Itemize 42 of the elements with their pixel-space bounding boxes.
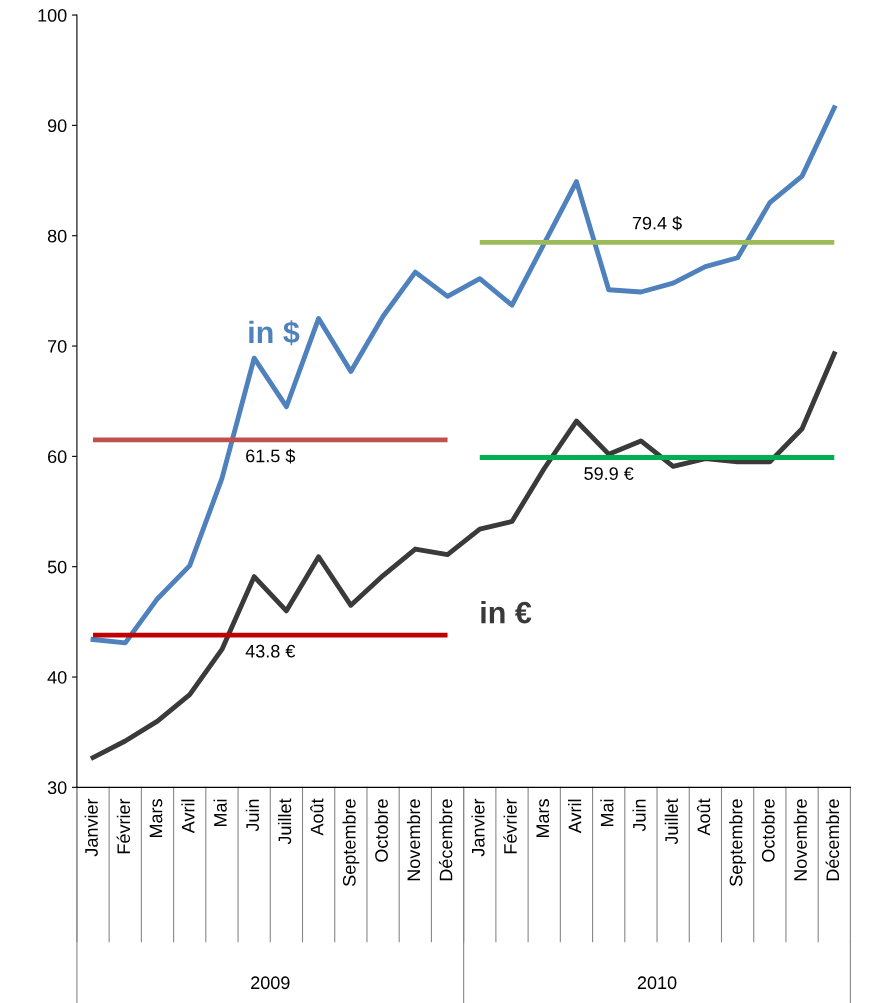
x-tick-label: Février	[116, 798, 131, 854]
x-tick-label: Novembre	[793, 799, 807, 881]
x-tick-label: Mai	[213, 799, 227, 827]
x-tick-label: Avril	[181, 799, 195, 834]
x-tick-label: Juillet	[277, 798, 292, 845]
x-tick-label: Février	[503, 798, 517, 854]
text: 2010	[637, 976, 677, 990]
line-series	[90, 105, 837, 646]
series-label: 59.9 €	[584, 467, 634, 480]
line-series	[90, 351, 837, 760]
y-tick-label: 50	[47, 560, 67, 574]
x-tick-label: Juin	[245, 799, 260, 832]
x-tick-label: Janvier	[84, 798, 98, 857]
y-tick-label: 40	[47, 670, 67, 684]
x-tick-label: Septembre	[729, 799, 747, 886]
x-tick-label: Septembre	[342, 799, 360, 886]
x-tick-label: Avril	[568, 799, 582, 834]
series-label: in $	[249, 320, 300, 346]
series-label: in €	[481, 601, 532, 624]
x-tick-label: Octobre	[761, 799, 775, 862]
x-tick-label: Décembre	[825, 799, 840, 881]
series-label: 43.8 €	[245, 644, 296, 658]
x-tick-label: Décembre	[438, 799, 453, 881]
x-tick-label: Mai	[600, 799, 614, 827]
y-tick-label: 30	[47, 781, 67, 795]
x-tick-label: Mars	[149, 799, 163, 838]
x-tick-label: Novembre	[406, 799, 421, 881]
x-tick-label: Juillet	[664, 798, 678, 845]
y-tick-label: 80	[47, 229, 67, 243]
x-tick-label: Août	[696, 798, 711, 836]
y-tick-label: 100	[38, 8, 67, 22]
x-tick-label: Janvier	[471, 798, 485, 857]
y-tick-label: 70	[48, 339, 67, 353]
series-label: 61.5 $	[246, 448, 296, 464]
y-tick-label: 90	[47, 119, 67, 133]
x-tick-label: Octobre	[374, 799, 388, 862]
series-label: 79.4 $	[632, 215, 682, 231]
text: 2009	[251, 976, 290, 990]
x-tick-label: Juin	[632, 799, 646, 832]
x-tick-label: Août	[310, 798, 324, 836]
x-tick-label: Mars	[536, 799, 550, 838]
y-tick-label: 60	[48, 450, 67, 464]
